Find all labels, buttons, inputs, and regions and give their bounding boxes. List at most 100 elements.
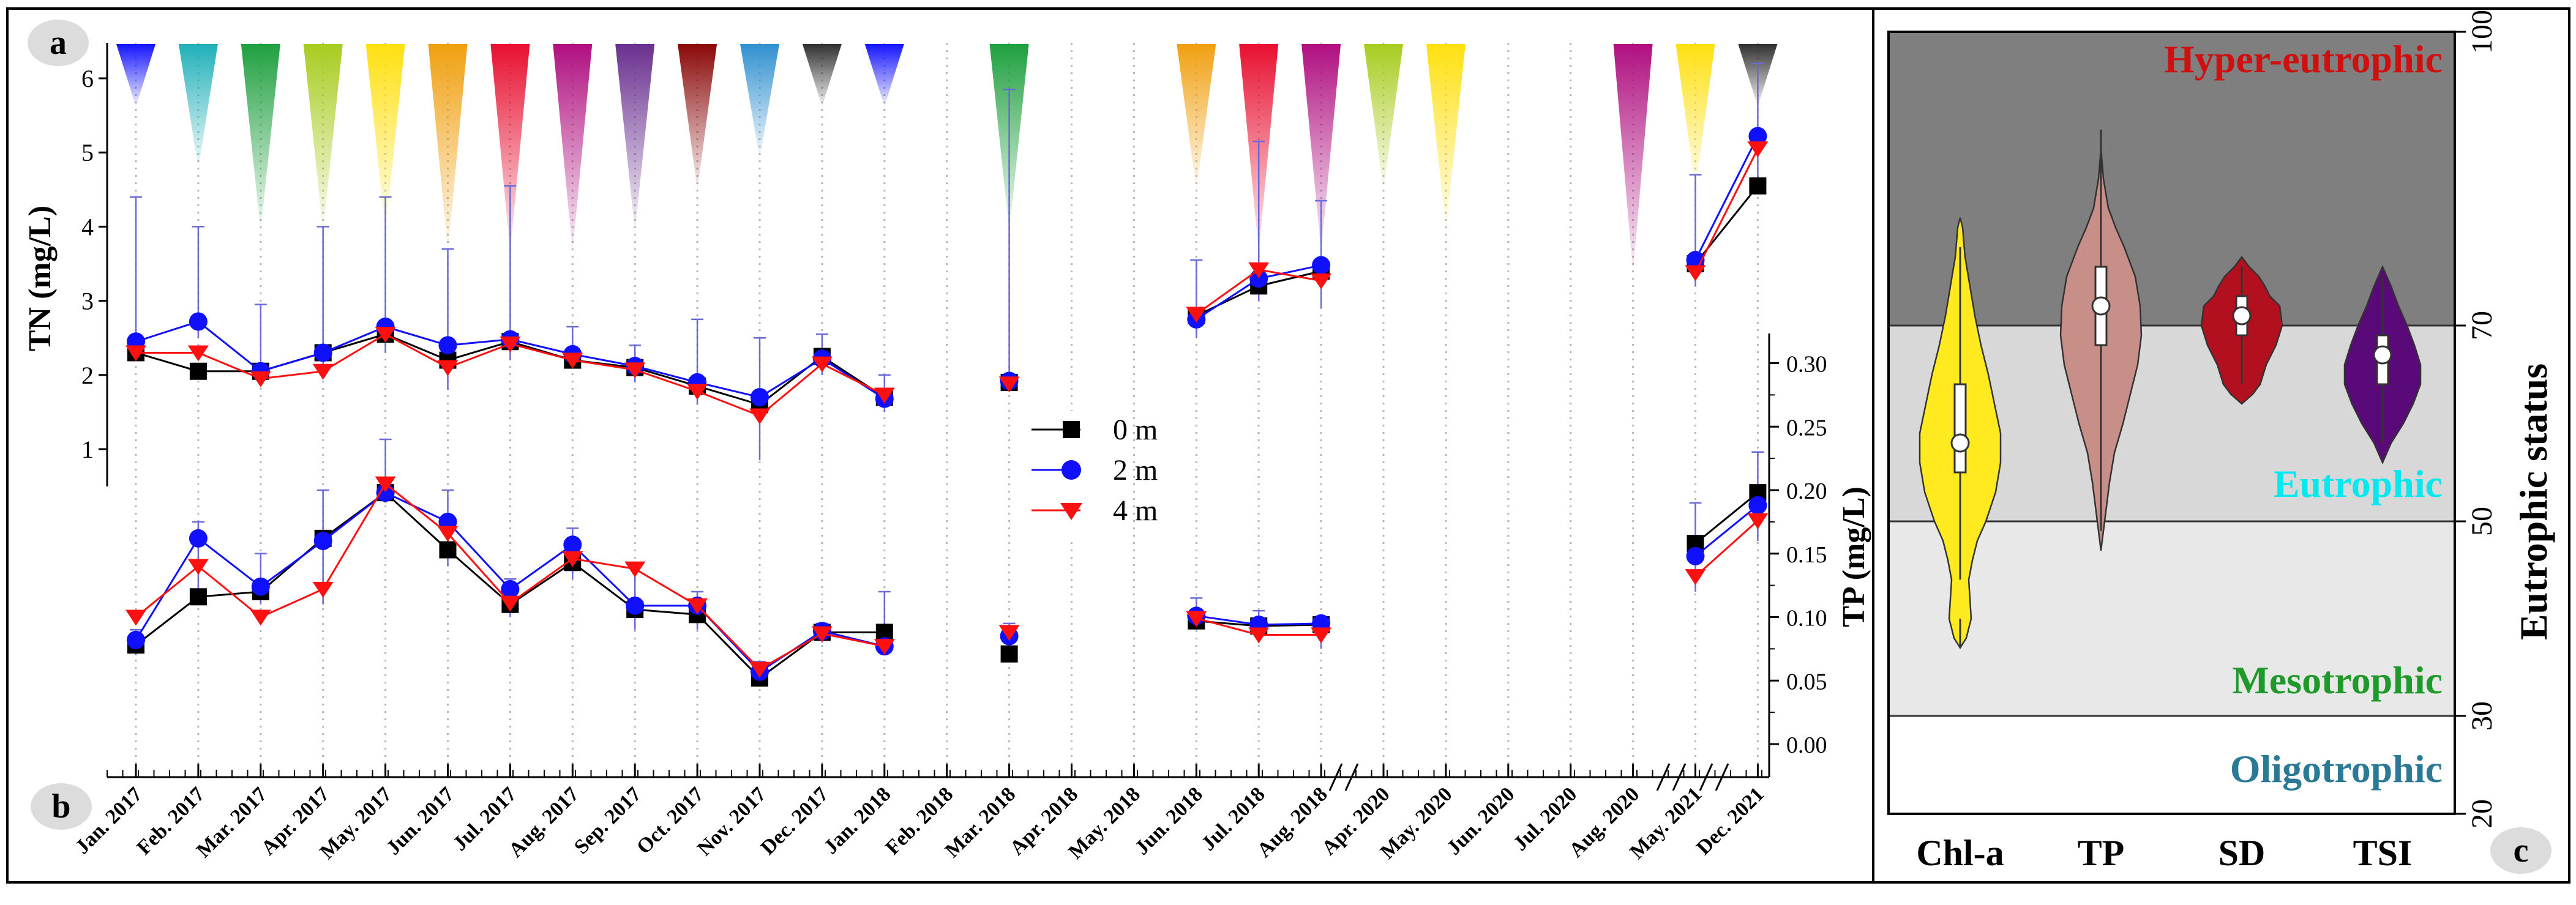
- zone-oligotrophic: [1889, 716, 2455, 814]
- tp-tick-label: 0.10: [1786, 606, 1827, 631]
- tn-point-4m-12: [874, 387, 895, 404]
- tn-tick-label: 4: [81, 213, 94, 240]
- tp-point-2m-0: [127, 630, 145, 649]
- tp-point-0m-5: [439, 541, 457, 559]
- ranking-cone-20: [1676, 44, 1715, 190]
- status-tick-label: 30: [2466, 701, 2498, 731]
- legend-marker-2m: [1061, 460, 1081, 480]
- ranking-cone-7: [553, 44, 593, 252]
- tp-tick-label: 0.30: [1786, 352, 1827, 378]
- ranking-cone-9: [678, 44, 717, 190]
- tp-point-4m-3: [312, 581, 334, 598]
- axis-break: [1672, 763, 1687, 791]
- tp-point-4m-4: [375, 476, 396, 493]
- tn-tick-label: 3: [81, 288, 94, 315]
- tp-point-4m-8: [624, 561, 646, 578]
- ranking-cone-5: [428, 44, 468, 252]
- svg-text:c: c: [2514, 832, 2529, 870]
- tn-point-4m-9: [687, 384, 708, 400]
- tp-line-0m: [1694, 491, 1759, 545]
- tn-point-4m-8: [624, 362, 646, 379]
- tn-point-4m-7: [562, 352, 583, 369]
- tp-point-2m-8: [626, 596, 645, 615]
- tn-point-4m-19: [1311, 273, 1332, 289]
- panel-label-a: a: [28, 20, 89, 66]
- axis-break: [1715, 763, 1729, 791]
- ranking-cone-18: [1426, 44, 1466, 231]
- axis-break: [1656, 763, 1671, 791]
- tn-point-4m-0: [125, 345, 146, 362]
- tn-point-2m-3: [313, 343, 332, 362]
- figure-frame: [6, 7, 2570, 884]
- tn-tick-label: 5: [81, 139, 94, 166]
- tp-point-0m-14: [1000, 645, 1018, 663]
- tp-point-2m-6: [501, 579, 520, 598]
- tn-line-2m: [1694, 135, 1759, 261]
- tn-point-4m-2: [250, 371, 271, 387]
- tp-point-4m-12: [874, 639, 895, 655]
- tn-tick-label: 6: [81, 65, 94, 92]
- tp-tick-label: 0.05: [1786, 669, 1827, 695]
- axis-break: [1328, 763, 1343, 791]
- legend-marker-4m: [1060, 503, 1082, 520]
- ranking-cone-0: [116, 44, 155, 106]
- tn-tick-label: 1: [81, 436, 94, 463]
- tn-point-4m-6: [500, 336, 521, 352]
- legend-label-2m: 2 m: [1113, 454, 1158, 486]
- tp-tick-label: 0.20: [1786, 479, 1827, 504]
- violin-category-label-0: Chl-a: [1916, 833, 2004, 873]
- violin-median: [1950, 433, 1970, 453]
- tp-point-4m-25: [1685, 569, 1706, 586]
- status-tick-label: 100: [2466, 10, 2498, 54]
- zone-hyper-eutrophic: [1889, 32, 2455, 326]
- tn-point-2m-19: [1312, 256, 1331, 275]
- ranking-cone-10: [740, 44, 779, 158]
- violin-median: [2373, 345, 2392, 365]
- tp-point-4m-26: [1747, 513, 1769, 529]
- tp-line-4m: [1694, 520, 1759, 578]
- ranking-cone-17: [1364, 44, 1403, 190]
- tp-point-4m-0: [125, 609, 146, 626]
- tp-point-2m-7: [563, 535, 582, 554]
- legend: 0 m 2 m 4 m: [1016, 411, 1158, 540]
- tp-point-2m-2: [251, 577, 270, 596]
- panel-c: Hyper-eutrophic Eutrophic Mesotrophic Oligo…: [1887, 10, 2498, 873]
- violin-plot-frame: [1887, 31, 2456, 815]
- tn-point-2m-1: [189, 312, 208, 331]
- tp-tick-label: 0.25: [1786, 415, 1827, 441]
- ranking-cone-2: [241, 44, 280, 231]
- tp-point-4m-18: [1248, 627, 1270, 644]
- tp-point-4m-6: [500, 595, 521, 612]
- tp-point-4m-11: [811, 626, 833, 642]
- eutrophic-status-axis-label: Eutrophic status: [2512, 363, 2555, 640]
- status-tick-label: 20: [2466, 799, 2498, 829]
- ranking-cone-19: [1613, 44, 1653, 273]
- tn-point-4m-1: [187, 345, 209, 362]
- legend-label-0m: 0 m: [1113, 414, 1158, 446]
- ranking-cone-8: [615, 44, 655, 231]
- tp-point-4m-14: [998, 625, 1020, 641]
- tp-tick-label: 0.00: [1786, 732, 1827, 758]
- tp-line-2m: [1694, 504, 1759, 557]
- tn-tick-label: 2: [81, 362, 94, 389]
- tp-point-4m-2: [250, 609, 271, 626]
- violin-category-label-1: TP: [2078, 833, 2125, 873]
- tp-tick-label: 0.15: [1786, 542, 1827, 568]
- violin-category-label-2: SD: [2218, 833, 2266, 873]
- tp-point-2m-1: [189, 529, 208, 548]
- panel-label-c: c: [2490, 827, 2552, 874]
- tn-point-4m-11: [811, 356, 833, 373]
- axis-break: [1699, 763, 1713, 791]
- zone-label-1: Eutrophic: [2274, 462, 2443, 505]
- tp-point-4m-10: [749, 661, 770, 678]
- tn-point-4m-26: [1747, 141, 1769, 158]
- legend-label-4m: 4 m: [1113, 494, 1158, 527]
- ranking-cone-14: [1177, 44, 1216, 190]
- ranking-cone-1: [178, 44, 218, 169]
- ranking-cone-6: [490, 44, 530, 252]
- violin-category-label-3: TSI: [2353, 833, 2413, 873]
- ranking-cone-4: [365, 44, 405, 231]
- tn-point-2m-10: [751, 388, 769, 407]
- tn-point-0m-1: [189, 362, 207, 380]
